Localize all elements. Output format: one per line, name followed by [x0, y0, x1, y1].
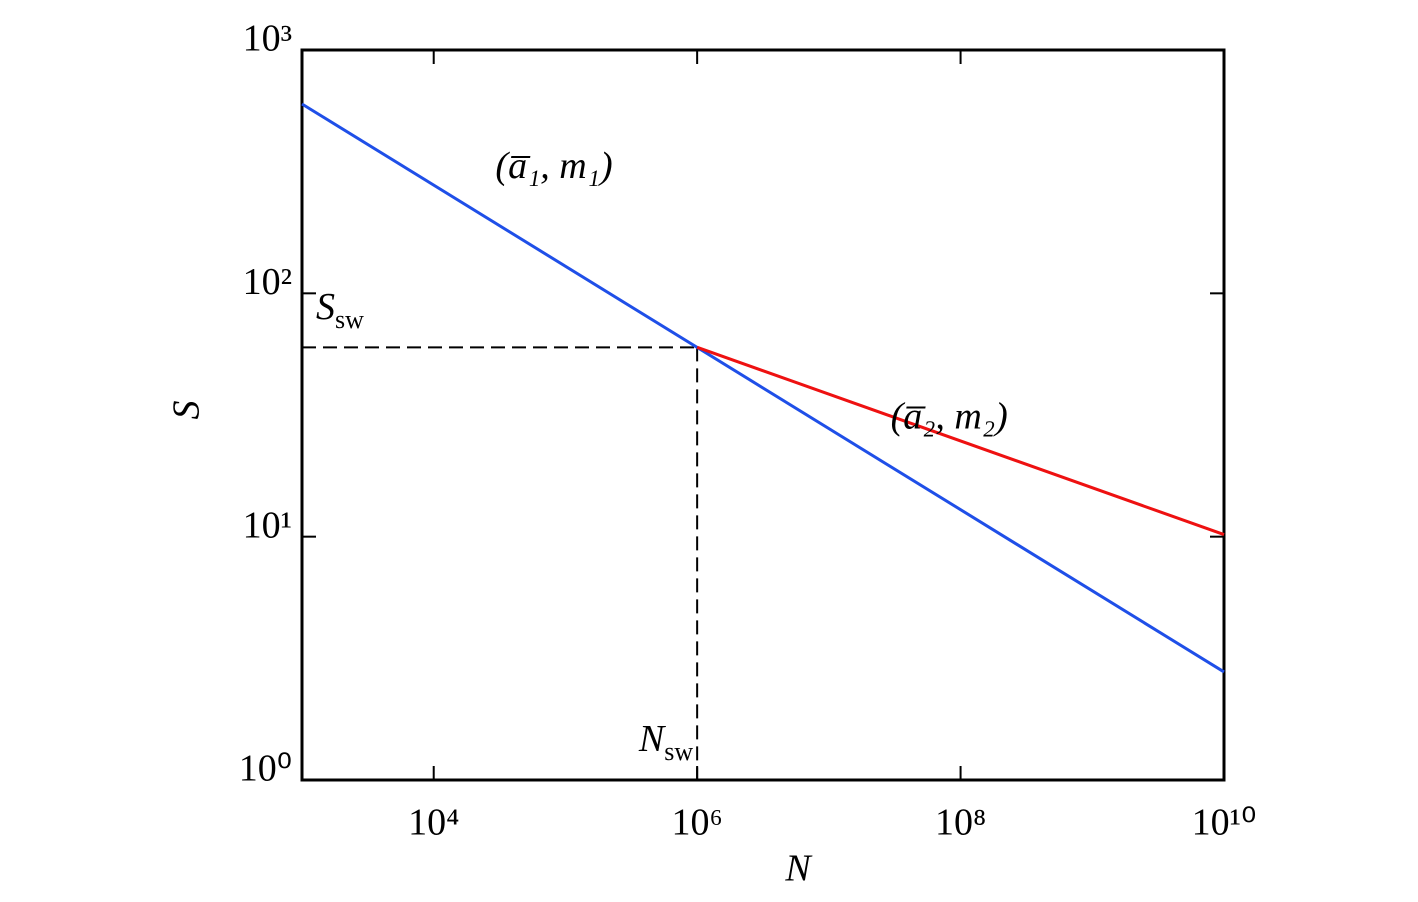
reference-label: Nsw	[638, 718, 693, 766]
label-main: S	[316, 286, 335, 328]
y-tick-label: 10⁰	[239, 748, 292, 790]
label-sub: sw	[664, 737, 693, 766]
label-main: N	[638, 718, 667, 760]
annotation: (a̅₂, m₂)	[891, 396, 1008, 438]
x-axis-label: N	[784, 848, 813, 890]
series-line	[696, 345, 1225, 536]
y-tick-label: 10²	[243, 261, 292, 303]
annotation: (a̅₁, m₁)	[495, 145, 612, 187]
reference-label: Ssw	[316, 286, 364, 334]
x-tick-label: 10⁴	[408, 802, 459, 844]
label-sub: sw	[335, 305, 364, 334]
series-line	[301, 102, 1225, 674]
plot-frame	[300, 48, 1226, 782]
y-tick-label: 10¹	[243, 504, 292, 546]
y-axis-label: S	[166, 401, 208, 420]
x-tick-label: 10⁶	[672, 802, 723, 844]
x-tick-label: 10¹⁰	[1192, 802, 1257, 844]
y-tick-label: 10³	[243, 18, 292, 60]
x-tick-label: 10⁸	[935, 802, 986, 844]
